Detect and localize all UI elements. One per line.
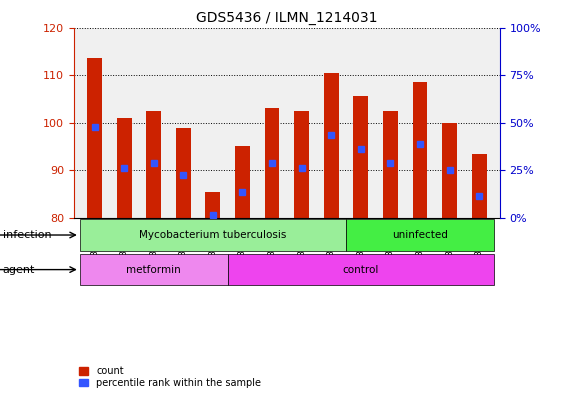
- Text: metformin: metformin: [126, 264, 181, 275]
- Bar: [117, 118, 132, 218]
- Text: control: control: [343, 264, 379, 275]
- Bar: [442, 123, 457, 218]
- FancyBboxPatch shape: [346, 219, 494, 251]
- Bar: [383, 111, 398, 218]
- Bar: [353, 96, 368, 218]
- Bar: [206, 191, 220, 218]
- Bar: [147, 111, 161, 218]
- Bar: [472, 154, 487, 218]
- Bar: [265, 108, 279, 218]
- Bar: [176, 129, 191, 218]
- FancyBboxPatch shape: [80, 219, 346, 251]
- Text: uninfected: uninfected: [392, 230, 448, 240]
- Bar: [324, 73, 339, 218]
- Bar: [294, 111, 309, 218]
- FancyBboxPatch shape: [80, 254, 228, 285]
- Bar: [235, 146, 250, 218]
- Bar: [412, 82, 427, 218]
- Text: Mycobacterium tuberculosis: Mycobacterium tuberculosis: [139, 230, 287, 240]
- Text: infection: infection: [3, 230, 52, 240]
- Title: GDS5436 / ILMN_1214031: GDS5436 / ILMN_1214031: [196, 11, 378, 25]
- FancyBboxPatch shape: [228, 254, 494, 285]
- Bar: [87, 59, 102, 218]
- Text: agent: agent: [3, 264, 35, 275]
- Legend: count, percentile rank within the sample: count, percentile rank within the sample: [79, 366, 261, 388]
